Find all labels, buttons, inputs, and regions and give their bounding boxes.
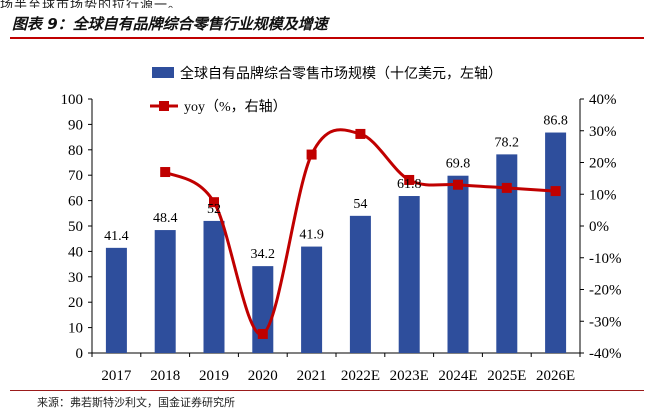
x-axis-tick-label: 2018 <box>150 368 180 384</box>
source-note: 来源：弗若斯特沙利文，国金证券研究所 <box>37 396 235 409</box>
bar-data-label: 41.9 <box>299 228 324 243</box>
x-axis-tick-label: 2023E <box>390 368 429 384</box>
x-axis-tick-label: 2020 <box>248 368 278 384</box>
left-axis-tick-label: 20 <box>68 295 83 311</box>
left-axis-tick-label: 60 <box>68 194 83 210</box>
right-axis-tick-label: 10% <box>589 187 617 203</box>
clipped-previous-text: 场半至球市场势的拉行源一。 <box>0 0 183 8</box>
bar-data-label: 41.4 <box>104 229 129 244</box>
bar <box>447 175 469 353</box>
bar <box>203 220 225 353</box>
left-axis-tick-label: 10 <box>68 321 83 337</box>
x-axis-tick-label: 2024E <box>438 368 477 384</box>
x-axis-tick-label: 2017 <box>101 368 132 384</box>
bar <box>398 196 420 353</box>
right-axis-tick-label: 40% <box>589 92 617 108</box>
left-axis-tick-label: 90 <box>68 117 83 133</box>
bar <box>349 215 371 353</box>
left-axis-tick-label: 100 <box>61 92 84 108</box>
left-axis-tick-label: 80 <box>68 143 83 159</box>
yoy-marker <box>501 182 512 193</box>
bar <box>252 266 274 353</box>
bar-data-label: 54 <box>353 197 367 212</box>
x-axis-tick-label: 2019 <box>199 368 229 384</box>
bar-data-label: 61.8 <box>397 177 422 192</box>
x-axis-tick-label: 2026E <box>536 368 575 384</box>
left-axis-tick-label: 40 <box>68 244 83 260</box>
yoy-marker <box>550 186 561 197</box>
right-axis-tick-label: -40% <box>589 346 622 362</box>
right-axis-tick-label: 30% <box>589 124 617 140</box>
figure-title: 图表 9：全球自有品牌综合零售行业规模及增速 <box>12 15 328 33</box>
right-axis-tick-label: -10% <box>589 251 622 267</box>
left-axis-tick-label: 0 <box>76 346 84 362</box>
yoy-marker <box>160 167 171 178</box>
yoy-marker <box>209 197 219 208</box>
yoy-marker <box>257 328 268 339</box>
bar <box>154 230 176 353</box>
bar-data-label: 78.2 <box>495 135 520 150</box>
chart-svg: 0 10 20 30 40 50 60 70 80 90 100 -40% -30% -20% -10% 0%… <box>61 65 622 384</box>
yoy-line <box>164 128 556 336</box>
right-axis-tick-label: -30% <box>589 314 622 330</box>
yoy-marker <box>306 149 317 160</box>
x-axis-tick-label: 2021 <box>297 368 327 384</box>
left-axis-tick-label: 30 <box>68 270 83 286</box>
right-axis-tick-label: 0% <box>589 219 609 235</box>
chart: 0 10 20 30 40 50 60 70 80 90 100 -40% -30% -20% -10% 0%… <box>0 40 651 390</box>
left-axis-tick-label: 70 <box>68 168 83 184</box>
bar <box>496 154 518 353</box>
bar-data-label: 34.2 <box>251 247 276 262</box>
yoy-marker <box>453 179 463 190</box>
bar-data-label: 69.8 <box>446 157 471 172</box>
bar-data-label: 48.4 <box>153 211 178 226</box>
bar <box>545 132 567 353</box>
right-axis-tick-label: 20% <box>589 156 617 172</box>
left-axis-tick-label: 50 <box>68 219 83 235</box>
legend-line-label: yoy（%，右轴） <box>184 99 287 115</box>
bar <box>301 246 323 353</box>
bar-data-label: 52 <box>207 202 221 217</box>
right-axis-tick-label: -20% <box>589 283 622 299</box>
legend-bar-label: 全球自有品牌综合零售市场规模（十亿美元，左轴） <box>180 65 502 82</box>
bar-data-label: 86.8 <box>543 114 568 129</box>
yoy-marker <box>404 174 415 185</box>
legend-bar-swatch <box>152 67 174 78</box>
yoy-marker <box>355 128 366 139</box>
x-axis-tick-label: 2025E <box>487 368 526 384</box>
legend-line-marker <box>159 101 169 111</box>
bottom-rule <box>10 390 644 391</box>
bar <box>105 247 127 353</box>
title-rule <box>10 37 644 39</box>
x-axis-tick-label: 2022E <box>341 368 380 384</box>
